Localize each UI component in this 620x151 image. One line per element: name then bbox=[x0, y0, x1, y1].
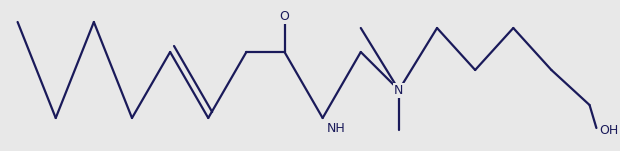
Text: O: O bbox=[280, 10, 290, 23]
Text: NH: NH bbox=[327, 122, 345, 135]
Text: OH: OH bbox=[600, 124, 619, 137]
Text: N: N bbox=[394, 84, 404, 96]
